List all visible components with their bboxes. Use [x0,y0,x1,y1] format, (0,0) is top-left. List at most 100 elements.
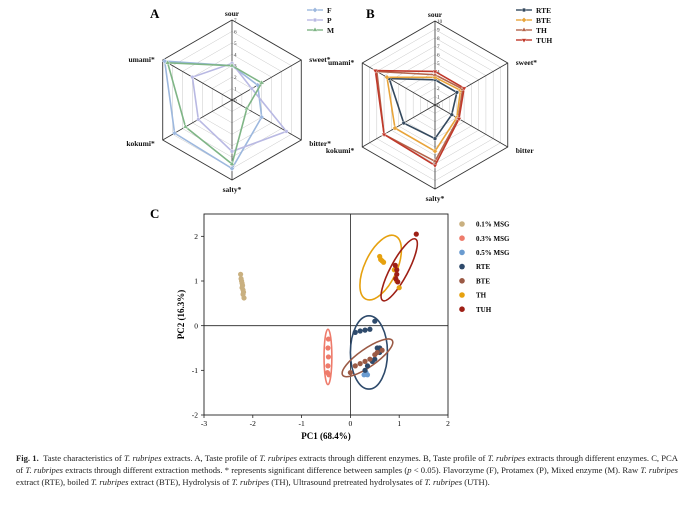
x-axis-label: PC1 (68.4%) [301,431,351,441]
panel-c-letter: C [150,206,159,221]
caption-text: extract (RTE), boiled [16,477,91,487]
radar-point [258,79,265,85]
legend-label: TH [476,292,487,300]
legend-marker [521,17,527,23]
y-tick-label: 2 [194,232,198,241]
pca-point [364,363,371,369]
radar-point [432,69,438,75]
radar-axis-label: kokumi* [326,146,355,155]
legend-marker [312,17,318,23]
caption-species: T. rubripes [424,477,463,487]
pca-point [379,347,385,353]
legend-label: TUH [536,36,552,45]
pca-point [394,267,400,273]
caption-text: extract (BTE), Hydrolysis of [128,477,232,487]
radar-axis-label: bitter* [309,139,331,148]
radar-tick-label: 7 [437,44,440,50]
radar-point [182,123,189,129]
confidence-ellipse [380,237,419,302]
legend-label: RTE [476,263,490,271]
pca-point [364,372,371,378]
radar-tick-label: 3 [437,78,440,84]
caption-species: T. rubripes [259,453,297,463]
legend-label: F [327,6,332,15]
radar-point [432,148,438,154]
radar-spoke [231,99,302,141]
radar-tick-label: 4 [234,52,237,58]
pca-point [362,358,368,364]
radar-tick-label: 7 [234,18,237,24]
y-tick-label: -1 [192,366,198,375]
caption-species: T. rubripes [487,453,526,463]
pca-point [326,372,332,378]
x-tick-label: -3 [201,419,207,428]
legend-marker [312,7,318,13]
caption-species: T. rubripes [640,465,678,475]
radar-tick-label: 2 [437,86,440,92]
caption-text: extracts through different enzymes. B, T… [296,453,488,463]
radar-tick-label: 4 [437,69,440,75]
caption-text: (TH), Ultrasound pretreated hydrolysates… [269,477,425,487]
caption-text: extracts. A, Taste profile of [161,453,260,463]
radar-axis-label: sweet* [516,58,537,67]
radar-point [392,125,398,131]
radar-tick-label: 6 [437,53,440,59]
caption-text: Taste characteristics of [43,453,124,463]
radar-tick-label: 10 [437,19,443,25]
pca-point [352,363,358,369]
x-tick-label: -2 [250,419,256,428]
caption-species: T. rubripes [90,477,129,487]
pca-point [374,349,380,356]
radar-axis-label: sour [428,10,443,19]
pca-point [241,295,247,301]
caption-text: extracts through different extraction me… [63,465,408,475]
pca-point [362,327,368,333]
radar-point [229,62,235,68]
radar-tick-label: 0 [234,98,237,104]
pca-point [392,262,398,268]
pca-point [325,345,331,351]
radar-tick-label: 8 [437,36,440,42]
legend-label: RTE [536,6,551,15]
caption-species: T. rubripes [25,465,63,475]
caption-species: T. rubripes [231,477,270,487]
radar-point [454,90,459,95]
figure: A B C 01234567soursweet*bitter*salty*kok… [126,6,553,441]
x-tick-label: -1 [298,419,304,428]
pca-point [325,336,332,342]
legend-label: 0.1% MSG [476,221,510,229]
radar-point [229,160,235,166]
radar-spoke [362,104,436,148]
legend-marker [312,26,318,32]
pca-point [325,354,332,360]
pca-point [357,361,363,367]
radar-tick-label: 1 [437,95,440,101]
caption-species: T. rubripes [123,453,162,463]
legend-label: M [327,26,334,35]
radar-axis-label: salty* [426,194,445,203]
pca-point [395,279,401,285]
legend-marker [521,7,527,13]
x-tick-label: 2 [446,419,450,428]
radar-point [229,149,235,154]
legend-marker [459,235,465,241]
pca-point [325,363,331,369]
legend-label: TUH [476,306,492,314]
plot-frame [203,213,449,416]
pca-point [352,329,358,335]
pca-point [372,318,378,324]
radar-axis-label: sour [225,9,240,18]
radar-point [432,136,438,141]
radar-point [381,132,387,138]
pca-point [362,367,368,373]
radar-chart-a: 01234567soursweet*bitter*salty*kokumi*um… [126,6,334,194]
radar-point [196,117,201,122]
caption-text: (UTH). [462,477,490,487]
caption-text: < 0.05). Flavorzyme (F), Protamex (P), M… [411,465,641,475]
radar-point [372,69,379,74]
radar-tick-label: 2 [234,75,237,81]
radar-tick-label: 5 [234,41,237,47]
radar-tick-label: 5 [437,61,440,67]
